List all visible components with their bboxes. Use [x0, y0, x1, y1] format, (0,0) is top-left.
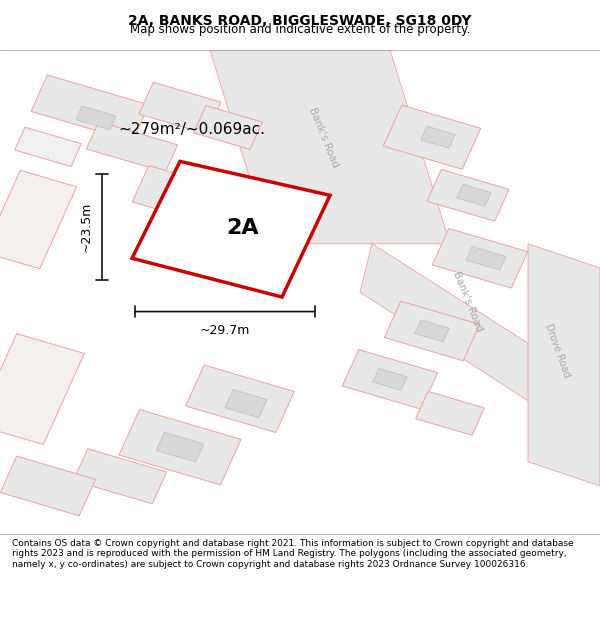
Polygon shape [14, 127, 82, 166]
Text: Map shows position and indicative extent of the property.: Map shows position and indicative extent… [130, 23, 470, 36]
Polygon shape [185, 365, 295, 432]
Text: Contains OS data © Crown copyright and database right 2021. This information is : Contains OS data © Crown copyright and d… [12, 539, 574, 569]
Polygon shape [194, 106, 262, 149]
Polygon shape [172, 182, 212, 208]
Polygon shape [225, 389, 267, 418]
Text: Bank's Road: Bank's Road [451, 271, 485, 333]
Polygon shape [0, 334, 85, 444]
Text: ~23.5m: ~23.5m [80, 202, 93, 252]
Polygon shape [119, 409, 241, 485]
Polygon shape [86, 122, 178, 172]
Text: 2A, BANKS ROAD, BIGGLESWADE, SG18 0DY: 2A, BANKS ROAD, BIGGLESWADE, SG18 0DY [128, 14, 472, 28]
Text: 2A: 2A [227, 218, 259, 238]
Polygon shape [139, 82, 221, 134]
Text: Bank's Road: Bank's Road [307, 106, 341, 169]
Polygon shape [1, 456, 95, 516]
Polygon shape [373, 368, 407, 391]
Polygon shape [0, 170, 77, 269]
Text: ~29.7m: ~29.7m [200, 324, 250, 337]
Polygon shape [415, 320, 449, 342]
Polygon shape [457, 184, 491, 206]
Polygon shape [385, 301, 479, 361]
Polygon shape [416, 391, 484, 435]
Polygon shape [156, 432, 204, 462]
Polygon shape [383, 105, 481, 169]
Polygon shape [360, 244, 600, 448]
Polygon shape [31, 75, 149, 141]
Polygon shape [427, 169, 509, 221]
Polygon shape [76, 106, 116, 129]
Polygon shape [176, 222, 244, 266]
Polygon shape [433, 229, 527, 288]
Polygon shape [132, 161, 330, 297]
Text: ~279m²/~0.069ac.: ~279m²/~0.069ac. [119, 122, 265, 137]
Polygon shape [466, 246, 506, 270]
Polygon shape [421, 126, 455, 148]
Polygon shape [73, 449, 167, 504]
Polygon shape [343, 349, 437, 409]
Text: Drove Road: Drove Road [544, 322, 572, 379]
Polygon shape [190, 239, 218, 259]
Polygon shape [210, 50, 450, 244]
Polygon shape [528, 244, 600, 486]
Polygon shape [133, 166, 227, 225]
